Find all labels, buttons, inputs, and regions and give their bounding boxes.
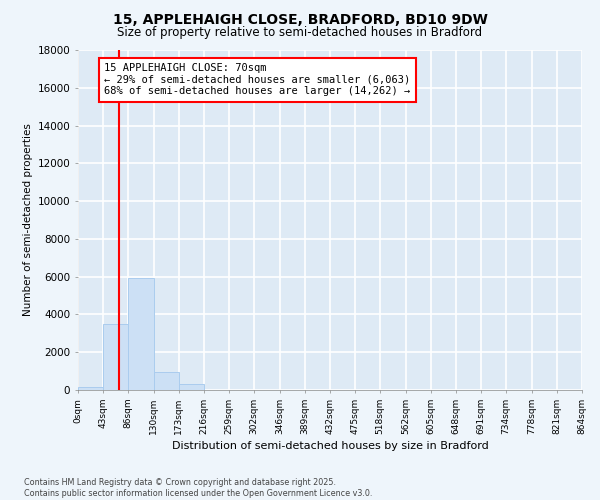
Bar	[128, 278, 154, 390]
Text: 15, APPLEHAIGH CLOSE, BRADFORD, BD10 9DW: 15, APPLEHAIGH CLOSE, BRADFORD, BD10 9DW	[113, 12, 487, 26]
Bar	[78, 387, 103, 390]
Text: Size of property relative to semi-detached houses in Bradford: Size of property relative to semi-detach…	[118, 26, 482, 39]
Text: 15 APPLEHAIGH CLOSE: 70sqm
← 29% of semi-detached houses are smaller (6,063)
68%: 15 APPLEHAIGH CLOSE: 70sqm ← 29% of semi…	[104, 63, 410, 96]
Bar	[154, 372, 179, 390]
Text: Contains HM Land Registry data © Crown copyright and database right 2025.
Contai: Contains HM Land Registry data © Crown c…	[24, 478, 373, 498]
Bar	[179, 384, 204, 390]
Bar	[103, 324, 128, 390]
X-axis label: Distribution of semi-detached houses by size in Bradford: Distribution of semi-detached houses by …	[172, 441, 488, 451]
Y-axis label: Number of semi-detached properties: Number of semi-detached properties	[23, 124, 34, 316]
